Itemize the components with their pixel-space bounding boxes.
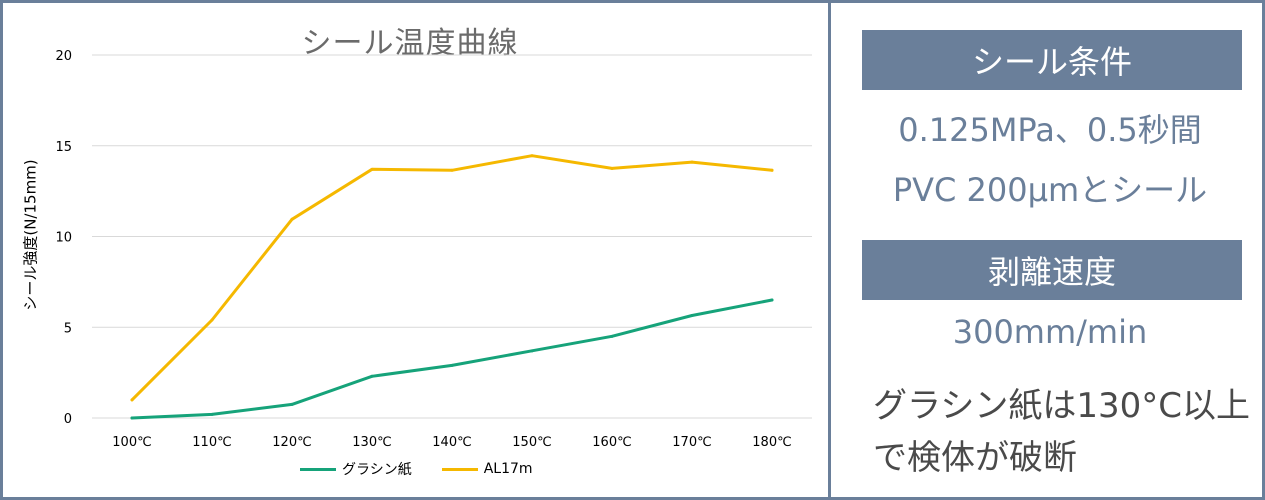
data-point — [690, 313, 694, 317]
seal-conditions-heading: シール条件 — [862, 30, 1242, 90]
data-point — [370, 374, 374, 378]
data-point — [290, 217, 294, 221]
x-tick-label: 160℃ — [592, 435, 631, 450]
y-tick-label: 10 — [55, 231, 72, 246]
data-point — [610, 166, 614, 170]
fracture-note: グラシン紙は130°C以上 で検体が破断 — [873, 380, 1258, 484]
x-tick-label: 100℃ — [112, 435, 151, 450]
seal-partner-text: PVC 200µmとシール — [892, 171, 1208, 209]
x-tick-label: 110℃ — [192, 435, 231, 450]
y-tick-label: 0 — [64, 412, 72, 427]
legend-swatch-al17m — [441, 467, 478, 471]
series-line-1 — [130, 154, 774, 402]
y-tick-label: 15 — [55, 140, 72, 155]
y-tick-label: 5 — [64, 321, 72, 336]
data-point — [770, 168, 774, 172]
pressure-time-text: 0.125MPa、0.5秒間 — [898, 111, 1202, 149]
data-point — [210, 412, 214, 416]
legend-item-glassine: グラシン紙 — [300, 459, 412, 479]
x-tick-label: 150℃ — [512, 435, 551, 450]
panel-divider — [828, 0, 831, 500]
data-point — [770, 298, 774, 302]
peel-speed-heading: 剥離速度 — [862, 240, 1242, 300]
x-tick-label: 170℃ — [672, 435, 711, 450]
data-point — [130, 398, 134, 402]
data-point — [530, 349, 534, 353]
x-tick-label: 180℃ — [752, 435, 791, 450]
legend-label-glassine: グラシン紙 — [342, 462, 412, 478]
x-tick-label: 140℃ — [432, 435, 471, 450]
data-point — [210, 318, 214, 322]
legend-item-al17m: AL17m — [441, 461, 533, 477]
data-point — [450, 363, 454, 367]
data-point — [370, 167, 374, 171]
data-point — [130, 416, 134, 420]
chart-legend: グラシン紙 AL17m — [300, 459, 563, 479]
data-point — [610, 334, 614, 338]
x-tick-label: 130℃ — [352, 435, 391, 450]
legend-swatch-glassine — [300, 467, 336, 471]
line-chart: 0 5 10 15 20 100℃ 110℃ 120℃ 130℃ 140℃ 150℃ 160℃ 170℃… — [55, 49, 812, 450]
series-line-0 — [130, 298, 774, 420]
data-point — [290, 402, 294, 406]
legend-label-al17m: AL17m — [483, 461, 533, 477]
fracture-note-line1: グラシン紙は130°C以上 — [873, 386, 1250, 426]
data-point — [530, 154, 534, 158]
data-point — [450, 168, 454, 172]
fracture-note-line2: で検体が破断 — [873, 438, 1077, 478]
data-point — [690, 160, 694, 164]
peel-speed-text: 300mm/min — [952, 313, 1148, 351]
y-tick-label: 20 — [55, 49, 72, 64]
x-tick-label: 120℃ — [272, 435, 311, 450]
